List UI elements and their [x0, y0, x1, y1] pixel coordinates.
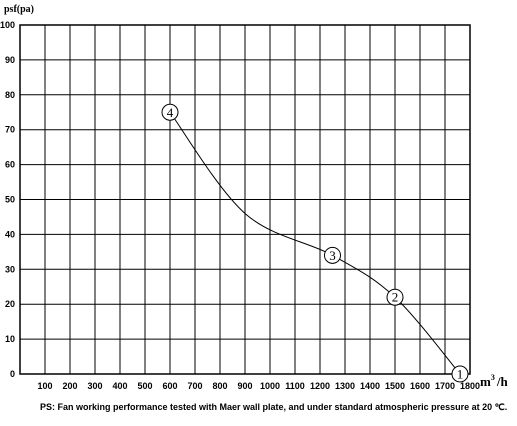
x-tick-label: 1300	[335, 381, 355, 391]
y-tick-label: 70	[5, 125, 15, 135]
x-tick-label: 500	[137, 381, 152, 391]
x-tick-label: 1600	[410, 381, 430, 391]
y-axis-label: psf(pa)	[4, 4, 34, 15]
x-tick-label: 1400	[360, 381, 380, 391]
marker-label: 1	[457, 367, 464, 382]
marker-label: 4	[167, 105, 174, 120]
x-tick-label: 1200	[310, 381, 330, 391]
marker-circle	[451, 365, 469, 383]
x-tick-label: 700	[187, 381, 202, 391]
marker-label: 2	[392, 290, 399, 305]
y-tick-label: 20	[5, 299, 15, 309]
x-tick-label: 300	[87, 381, 102, 391]
x-tick-label: 1100	[285, 381, 305, 391]
x-tick-label: 100	[37, 381, 52, 391]
footnote: PS: Fan working performance tested with …	[40, 402, 508, 412]
chart-frame	[19, 24, 471, 375]
x-tick-label: 400	[112, 381, 127, 391]
curve-markers: 4 3 2 1	[161, 103, 469, 383]
x-tick-label: 1800	[460, 381, 480, 391]
x-axis-unit-base: m	[480, 374, 491, 389]
y-tick-label: 10	[5, 334, 15, 344]
chart-grid	[19, 24, 471, 375]
x-tick-label: 1700	[435, 381, 455, 391]
x-tick-label: 800	[212, 381, 227, 391]
marker-circle	[386, 288, 404, 306]
y-tick-label: 50	[5, 195, 15, 205]
marker-circle	[161, 103, 179, 121]
x-tick-label: 200	[62, 381, 77, 391]
marker-circle	[324, 246, 341, 264]
y-tick-label: 30	[5, 264, 15, 274]
x-axis-unit-tail: /h	[496, 374, 509, 389]
y-tick-label: 60	[5, 160, 15, 170]
y-tick-label: 100	[0, 20, 15, 30]
y-tick-label: 0	[10, 369, 15, 379]
x-tick-label: 1000	[260, 381, 280, 391]
x-tick-label: 600	[162, 381, 177, 391]
x-axis-unit-sup: 3	[491, 373, 495, 382]
x-tick-label: 1500	[385, 381, 405, 391]
performance-curve	[169, 111, 461, 375]
x-tick-labels: 100 200 300 400 500 600 700 800 900 1000 1100 1200 1…	[37, 381, 480, 391]
y-tick-label: 90	[5, 55, 15, 65]
y-tick-label: 80	[5, 90, 15, 100]
plot-border	[19, 24, 471, 375]
y-tick-labels: 0 10 20 30 40 50 60 70 80 90 100	[0, 20, 15, 379]
x-axis-unit: m3/h	[480, 373, 508, 389]
marker-label: 3	[329, 248, 336, 263]
y-tick-label: 40	[5, 229, 15, 239]
x-tick-label: 900	[237, 381, 252, 391]
